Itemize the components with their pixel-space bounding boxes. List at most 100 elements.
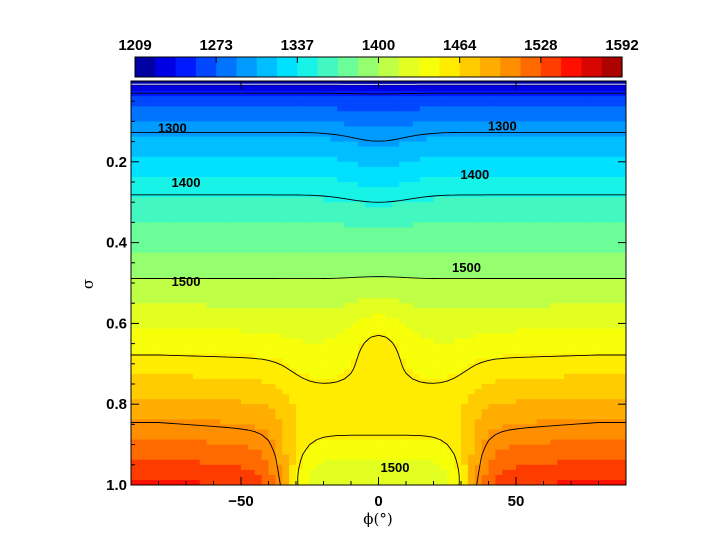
field-cell [158,247,166,254]
field-cell [564,96,572,102]
field-cell [571,293,579,299]
field-cell [598,242,606,249]
field-cell [131,368,139,375]
field-cell [412,222,421,229]
field-cell [192,288,201,294]
temperature-field [131,81,626,485]
field-cell [392,247,400,254]
colorbar-band [195,57,217,77]
field-cell [577,323,586,330]
field-cell [392,318,400,324]
field-cell [172,212,180,218]
field-cell [144,343,153,350]
field-cell [529,111,538,117]
field-cell [509,409,517,415]
field-cell [261,86,270,92]
field-cell [598,404,606,410]
field-cell [612,227,620,234]
field-cell [509,424,517,431]
field-cell [241,323,249,330]
field-cell [392,101,400,107]
field-cell [378,166,386,173]
field-cell [536,161,545,168]
field-cell [619,378,626,385]
field-cell [165,338,173,345]
field-cell [516,151,524,158]
field-cell [598,222,606,229]
field-cell [509,389,517,395]
field-cell [467,96,476,102]
field-cell [275,373,283,380]
field-cell [241,424,249,431]
field-cell [584,91,593,97]
field-cell [234,101,242,107]
field-cell [461,358,469,365]
field-cell [516,262,524,269]
field-cell [426,363,435,370]
field-cell [261,106,270,112]
field-cell [378,262,386,269]
field-cell [378,106,386,112]
field-cell [296,207,304,213]
field-cell [241,318,249,324]
field-cell [151,414,160,420]
field-cell [378,156,386,163]
field-cell [522,146,531,153]
field-cell [206,333,215,340]
field-cell [454,323,462,330]
field-cell [406,171,414,178]
field-cell [158,106,166,112]
field-cell [577,86,586,92]
field-cell [467,111,476,117]
field-cell [543,333,551,340]
field-cell [433,176,441,183]
field-cell [371,384,380,390]
field-cell [309,358,318,365]
field-cell [275,262,283,269]
field-cell [179,242,187,249]
field-cell [254,126,263,133]
field-cell [591,212,600,218]
field-cell [550,262,558,269]
field-cell [529,171,538,178]
field-cell [591,358,600,365]
field-cell [165,363,173,370]
field-cell [467,262,476,269]
field-cell [179,308,187,314]
field-cell [254,394,263,400]
field-cell [412,146,421,153]
field-cell [247,242,256,249]
field-cell [406,257,414,264]
field-cell [467,308,476,314]
field-cell [426,176,435,183]
field-cell [619,227,626,234]
field-cell [461,207,469,213]
field-cell [337,232,345,239]
field-cell [598,101,606,107]
field-cell [516,197,524,203]
field-cell [337,394,345,400]
field-cell [474,303,483,309]
field-cell [268,368,276,375]
field-cell [330,368,338,375]
field-cell [481,424,490,431]
field-cell [247,389,256,395]
field-cell [385,161,393,168]
field-cell [158,126,166,133]
field-cell [357,419,366,425]
field-cell [433,197,441,203]
field-cell [344,283,352,289]
field-cell [213,111,221,117]
field-cell [598,328,606,335]
field-cell [296,293,304,299]
field-cell [550,136,558,143]
field-cell [598,217,606,223]
field-cell [529,116,538,122]
field-cell [137,161,146,168]
field-cell [495,197,503,203]
field-cell [412,197,421,203]
field-cell [433,308,441,314]
field-cell [144,363,153,370]
field-cell [371,348,380,355]
field-cell [357,237,366,244]
